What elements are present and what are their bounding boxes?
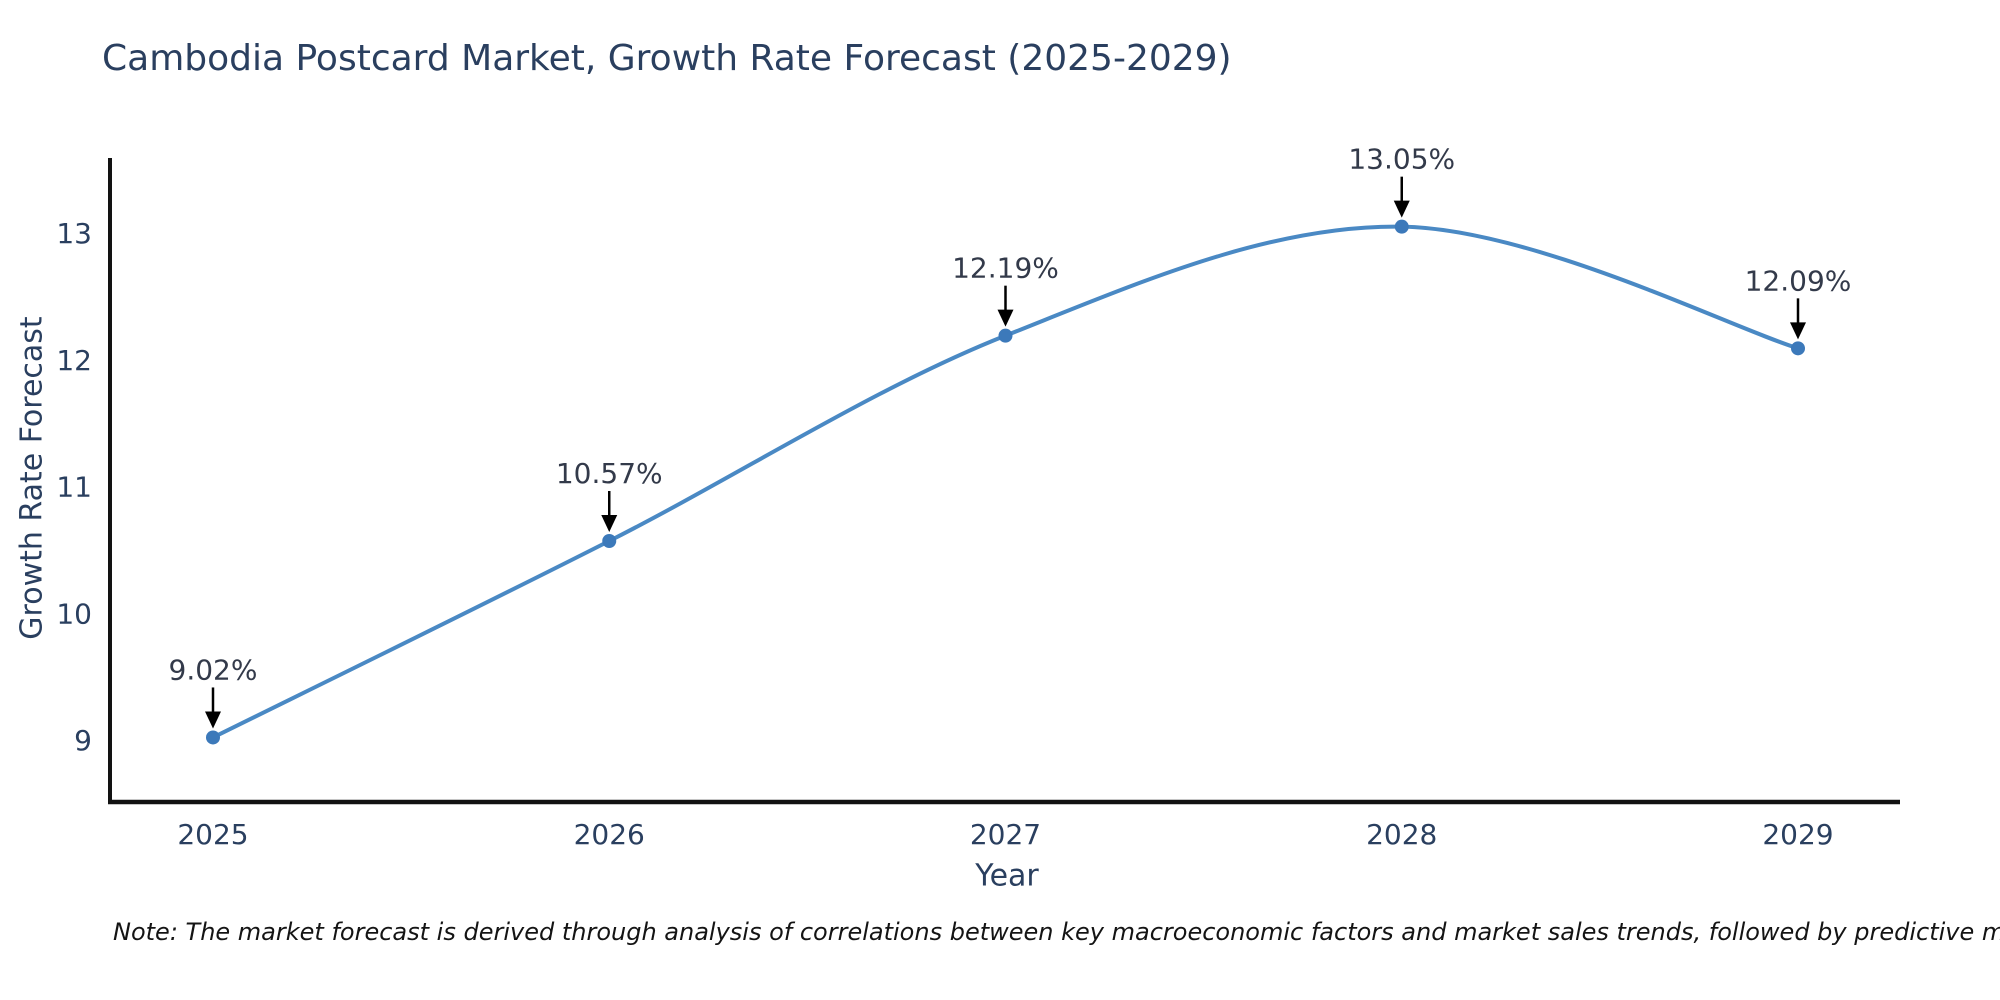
- x-tick-label: 2028: [1366, 818, 1437, 851]
- data-point-marker: [206, 730, 220, 745]
- data-point-marker: [1791, 341, 1805, 356]
- annotation-arrow-head: [997, 309, 1014, 327]
- annotation-arrow-head: [1393, 200, 1410, 218]
- data-point-marker: [602, 534, 617, 549]
- data-point-value-label: 12.09%: [1745, 264, 1852, 297]
- data-point-marker: [1394, 219, 1409, 234]
- y-tick-label: 12: [56, 344, 92, 377]
- x-tick-label: 2026: [574, 818, 645, 851]
- data-point-value-label: 13.05%: [1348, 143, 1455, 176]
- annotation-arrow-head: [205, 711, 221, 729]
- y-tick-label: 11: [56, 471, 92, 504]
- x-tick-label: 2029: [1762, 818, 1833, 851]
- x-axis-title: Year: [975, 858, 1039, 894]
- annotation-arrow-head: [1790, 322, 1806, 340]
- chart-title: Cambodia Postcard Market, Growth Rate Fo…: [102, 38, 1232, 79]
- x-tick-label: 2027: [970, 818, 1041, 851]
- y-tick-label: 10: [56, 597, 92, 630]
- data-point-value-label: 12.19%: [952, 252, 1059, 285]
- y-tick-label: 9: [74, 724, 92, 757]
- data-point-value-label: 9.02%: [169, 653, 258, 686]
- footnote: Note: The market forecast is derived thr…: [113, 918, 2000, 946]
- data-point-marker: [998, 328, 1013, 343]
- x-tick-label: 2025: [177, 818, 248, 851]
- annotation-arrow-head: [601, 515, 618, 533]
- y-tick-label: 13: [56, 217, 92, 250]
- data-point-value-label: 10.57%: [556, 457, 663, 490]
